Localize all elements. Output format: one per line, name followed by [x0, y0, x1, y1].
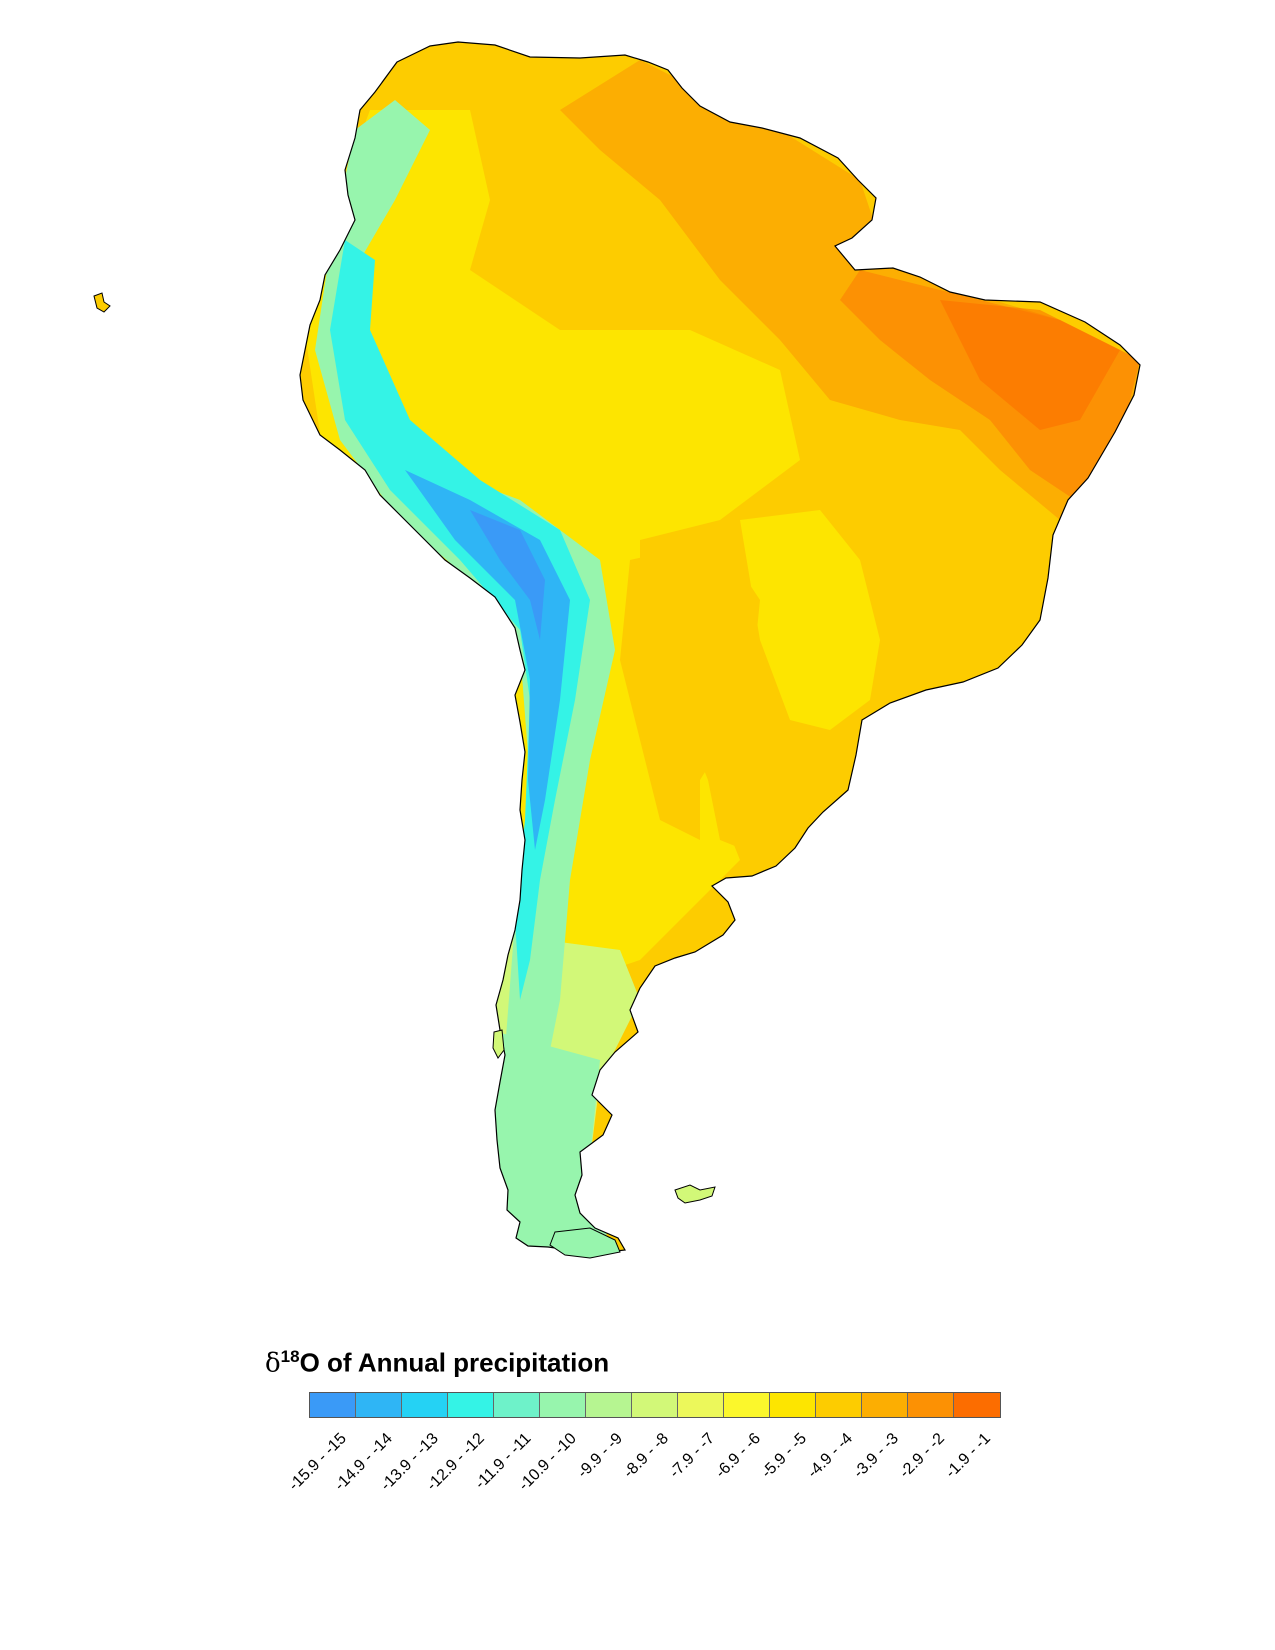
legend-title-text: O of Annual precipitation	[299, 1347, 610, 1378]
legend-label: -7.9 - -7	[666, 1430, 719, 1482]
legend-swatch	[770, 1393, 816, 1417]
legend-title-superscript: 18	[280, 1347, 300, 1366]
legend-swatch	[448, 1393, 494, 1417]
galapagos-island	[93, 292, 111, 313]
legend-label: -9.9 - -9	[574, 1430, 627, 1482]
legend-swatch	[724, 1393, 770, 1417]
legend-label: -6.9 - -6	[712, 1430, 765, 1482]
legend-label: -3.9 - -3	[850, 1430, 903, 1482]
legend-swatch	[862, 1393, 908, 1417]
legend-swatch	[310, 1393, 356, 1417]
legend-swatch	[402, 1393, 448, 1417]
legend-swatch	[540, 1393, 586, 1417]
legend-swatch	[494, 1393, 540, 1417]
legend-swatch	[954, 1393, 1000, 1417]
legend-swatch	[586, 1393, 632, 1417]
legend-label: -5.9 - -5	[758, 1430, 811, 1482]
legend-swatch	[632, 1393, 678, 1417]
falkland-islands	[674, 1184, 716, 1204]
legend-swatch	[908, 1393, 954, 1417]
legend-label: -1.9 - -1	[942, 1430, 995, 1482]
legend-title: δ18O of Annual precipitation	[265, 1347, 609, 1379]
legend-label: -2.9 - -2	[896, 1430, 949, 1482]
tierra-del-fuego	[549, 1227, 621, 1259]
legend-swatch	[678, 1393, 724, 1417]
legend-labels: -15.9 - -15 -14.9 - -14 -13.9 - -13 -12.9 -…	[286, 1430, 1019, 1510]
legend-label: -8.9 - -8	[620, 1430, 673, 1482]
legend-swatch	[816, 1393, 862, 1417]
chiloe-island	[492, 1029, 505, 1059]
legend-label: -4.9 - -4	[804, 1430, 857, 1482]
legend-title-symbol: δ	[265, 1348, 281, 1379]
legend-color-bar	[309, 1392, 1001, 1418]
d18o-raster	[300, 42, 1140, 1253]
legend-swatch	[356, 1393, 402, 1417]
